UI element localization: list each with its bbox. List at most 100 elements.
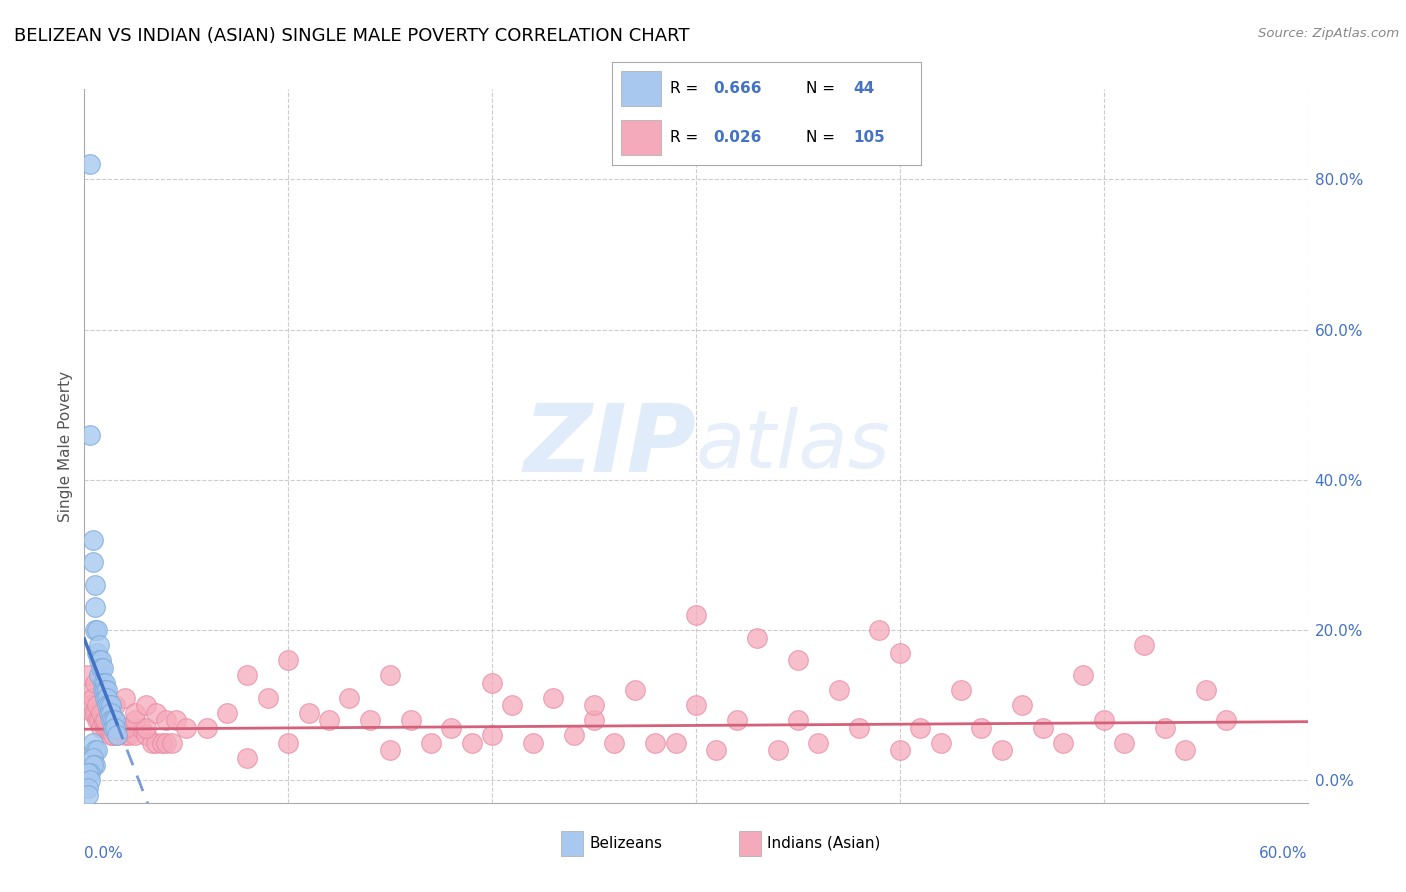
Point (950, 683, 973, 698)
Point (124, 706, 146, 720)
Point (174, 721, 197, 735)
Point (562, 728, 585, 742)
Point (79, 698, 101, 713)
Point (1195, 683, 1218, 698)
Point (93, 683, 115, 698)
Point (257, 690, 280, 705)
Point (110, 721, 132, 735)
Point (87, 713, 110, 727)
Point (79, 773, 101, 788)
Point (1073, 668, 1095, 682)
Point (91, 683, 114, 698)
Point (104, 713, 127, 727)
Point (83, 578, 105, 592)
Text: 105: 105 (853, 130, 884, 145)
Point (766, 743, 789, 757)
Point (131, 721, 153, 735)
Point (869, 623, 891, 637)
Point (828, 683, 851, 698)
Point (277, 736, 299, 750)
Point (93, 721, 115, 735)
Point (991, 743, 1014, 757)
Point (1174, 743, 1197, 757)
Point (685, 607, 707, 622)
Text: ZIP: ZIP (523, 400, 696, 492)
Text: 44: 44 (853, 80, 875, 95)
Text: Belizeans: Belizeans (589, 836, 662, 851)
Point (86, 743, 108, 757)
Point (96, 721, 118, 735)
Point (97, 698, 120, 713)
Point (86, 646, 108, 660)
Point (101, 713, 124, 727)
Bar (738, 831, 761, 856)
Point (522, 736, 544, 750)
Point (380, 743, 402, 757)
Point (83, 758, 105, 772)
Point (236, 668, 259, 682)
Point (160, 736, 183, 750)
Point (87, 668, 110, 682)
Point (318, 713, 340, 727)
Point (83, 623, 105, 637)
Point (97, 706, 120, 720)
Point (848, 721, 870, 735)
Point (236, 750, 259, 764)
Point (277, 653, 299, 667)
Point (481, 728, 503, 742)
Text: atlas: atlas (696, 407, 891, 485)
Point (1154, 721, 1177, 735)
Point (91, 660, 114, 674)
Point (87, 653, 110, 667)
Point (105, 728, 128, 742)
Point (82, 758, 104, 772)
Point (83, 706, 105, 720)
Bar (561, 831, 583, 856)
Point (583, 713, 606, 727)
Point (90, 660, 112, 674)
Point (502, 698, 524, 713)
Point (787, 653, 810, 667)
Point (644, 736, 666, 750)
Point (97, 721, 120, 735)
Point (86, 698, 108, 713)
Point (93, 683, 115, 698)
Text: R =: R = (671, 130, 703, 145)
Text: 0.0%: 0.0% (84, 846, 124, 861)
Point (1215, 713, 1237, 727)
Text: N =: N = (807, 130, 841, 145)
Point (77, 668, 100, 682)
Point (114, 690, 136, 705)
Point (124, 713, 146, 727)
Point (141, 736, 163, 750)
Point (359, 713, 381, 727)
Point (96, 698, 118, 713)
Point (339, 690, 361, 705)
Point (970, 721, 993, 735)
Point (82, 533, 104, 547)
Point (90, 706, 112, 720)
Point (83, 675, 105, 690)
Point (91, 675, 114, 690)
Point (100, 713, 122, 727)
Point (747, 631, 769, 645)
Point (104, 698, 127, 713)
Point (603, 736, 626, 750)
Point (155, 736, 177, 750)
Point (420, 736, 443, 750)
Point (79, 427, 101, 442)
Point (889, 743, 911, 757)
Point (96, 683, 118, 698)
Point (101, 721, 124, 735)
Text: N =: N = (807, 80, 841, 95)
Point (114, 728, 136, 742)
Point (543, 690, 565, 705)
Point (93, 675, 115, 690)
Point (93, 713, 115, 727)
Point (100, 706, 122, 720)
Point (79, 765, 101, 780)
Point (82, 706, 104, 720)
Point (114, 721, 136, 735)
Point (1133, 638, 1156, 652)
Point (82, 736, 104, 750)
